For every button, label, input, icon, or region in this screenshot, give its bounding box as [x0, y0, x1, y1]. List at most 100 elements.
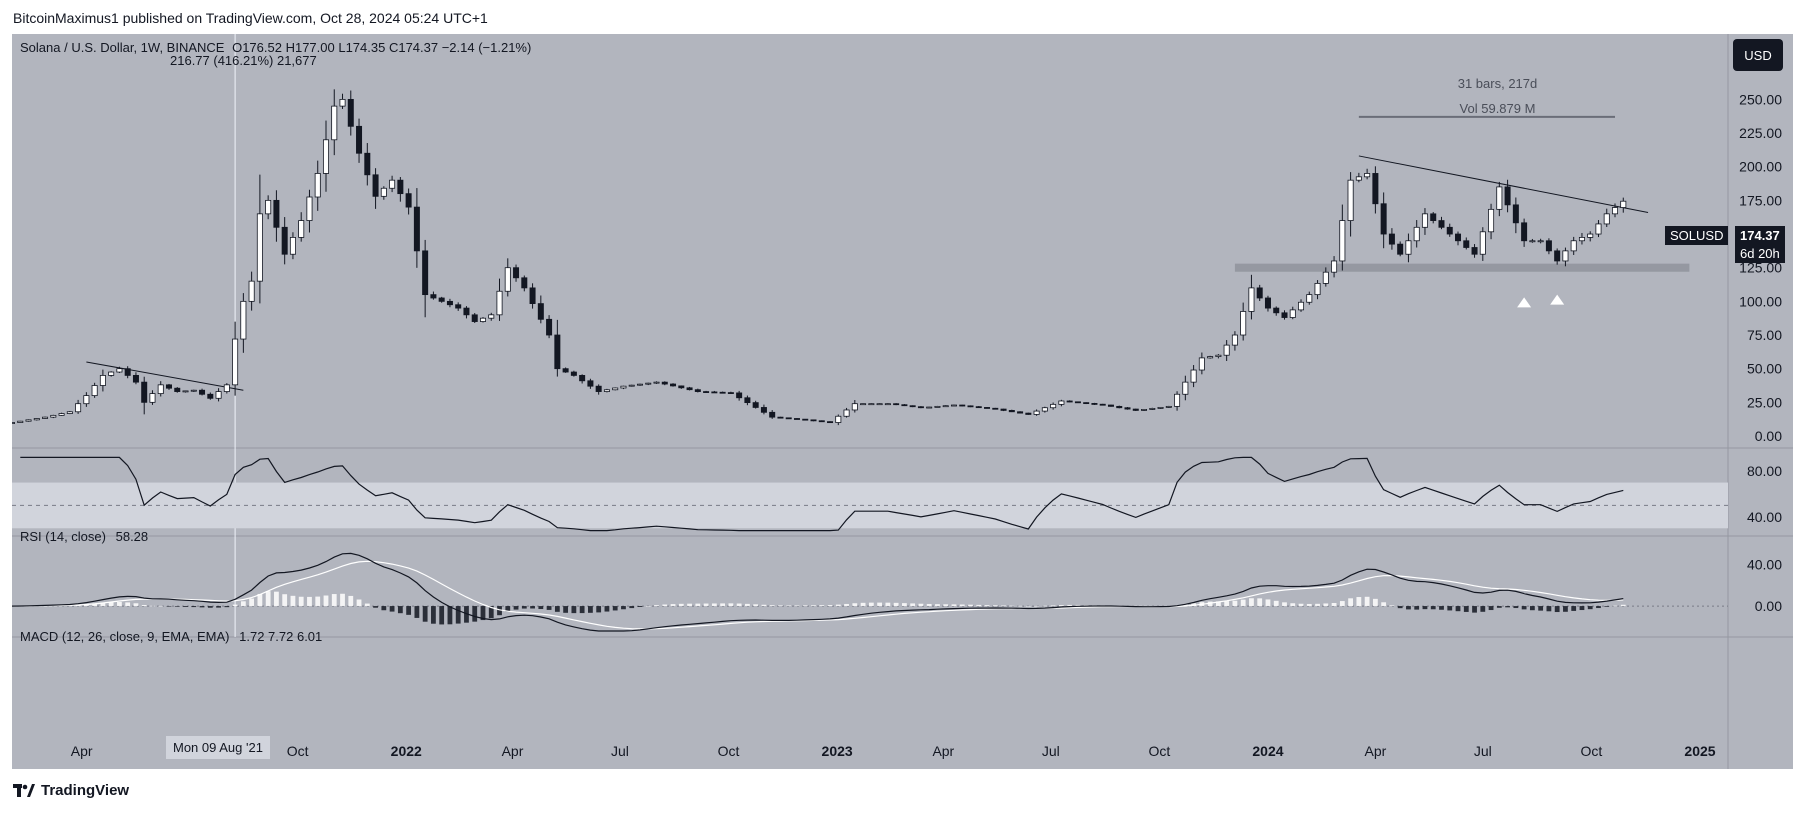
- candle-down: [752, 402, 759, 408]
- candle-down: [1380, 203, 1387, 235]
- macd-histogram-bar: [1009, 605, 1015, 607]
- candle-down: [1545, 240, 1552, 252]
- candle-up: [942, 405, 949, 408]
- macd-histogram-bar: [637, 606, 643, 607]
- candle-up: [108, 371, 115, 376]
- macd-histogram-bar: [199, 606, 205, 608]
- candle-down: [810, 419, 817, 422]
- macd-histogram-bar: [753, 604, 759, 607]
- macd-title[interactable]: MACD (12, 26, close, 9, EMA, EMA): [20, 629, 230, 644]
- candle-up: [653, 381, 660, 384]
- candle-up: [314, 173, 321, 198]
- macd-histogram-bar: [1067, 604, 1073, 607]
- rsi-tick-label: 40.00: [1747, 509, 1782, 525]
- candle-up: [190, 389, 197, 392]
- candle-up: [83, 395, 90, 405]
- macd-legend[interactable]: MACD (12, 26, close, 9, EMA, EMA) 1.72 7…: [20, 629, 322, 644]
- macd-histogram-bar: [703, 603, 709, 607]
- candle-up: [1215, 354, 1222, 357]
- macd-histogram-bar: [480, 606, 486, 621]
- candle-down: [1554, 250, 1561, 262]
- macd-histogram-bar: [1364, 596, 1370, 607]
- candle-down: [736, 392, 743, 399]
- candle-up: [331, 105, 338, 141]
- price-axis[interactable]: 275.00250.00225.00200.00175.00150.00125.…: [1739, 58, 1782, 614]
- candle-down: [1132, 408, 1139, 411]
- macd-histogram-bar: [1546, 606, 1552, 612]
- macd-histogram-bar: [877, 602, 883, 607]
- macd-histogram-bar: [340, 593, 345, 607]
- candle-up: [884, 403, 891, 406]
- macd-histogram-bar: [1356, 597, 1362, 607]
- candle-up: [157, 384, 164, 394]
- candle-up: [1570, 240, 1577, 252]
- macd-histogram-bar: [1348, 598, 1353, 607]
- price-tick-label: 125.00: [1739, 260, 1782, 276]
- candle-up: [1322, 271, 1329, 284]
- chart-area[interactable]: 275.00250.00225.00200.00175.00150.00125.…: [9, 34, 1793, 769]
- currency-button[interactable]: USD: [1733, 39, 1783, 71]
- candle-up: [1347, 179, 1354, 221]
- price-tick-label: 250.00: [1739, 91, 1782, 107]
- macd-histogram-bar: [290, 595, 296, 607]
- candle-up: [934, 405, 941, 408]
- time-axis[interactable]: Apr Oct 2022 Apr Jul Oct 2023 Apr Jul Oct 2024 Apr J…: [71, 743, 1716, 759]
- macd-histogram-bar: [1406, 606, 1411, 610]
- candle-up: [636, 383, 643, 386]
- macd-histogram-bar: [1571, 606, 1577, 611]
- candle-down: [1124, 407, 1131, 410]
- macd-histogram-bar: [1075, 604, 1081, 607]
- macd-histogram-bar: [745, 603, 750, 607]
- macd-histogram-bar: [323, 595, 329, 607]
- candle-down: [917, 406, 924, 409]
- footer-brand[interactable]: TradingView: [13, 782, 129, 799]
- macd-histogram-bar: [1191, 603, 1196, 607]
- candle-down: [141, 381, 148, 403]
- macd-histogram-bar: [1612, 605, 1618, 607]
- candle-down: [1455, 233, 1462, 242]
- rsi-value: 58.28: [115, 529, 149, 544]
- macd-histogram-bar: [1521, 606, 1527, 610]
- macd-histogram-bar: [108, 602, 114, 607]
- macd-histogram-bar: [1563, 606, 1568, 612]
- candle-down: [959, 404, 966, 407]
- macd-histogram-bar: [711, 603, 717, 607]
- candle-down: [1512, 204, 1519, 224]
- rsi-legend[interactable]: RSI (14, close) 58.28: [20, 529, 148, 544]
- candle-up: [1314, 283, 1321, 296]
- macd-histogram-bar: [282, 594, 288, 607]
- candle-down: [595, 385, 602, 392]
- macd-histogram-bar: [133, 603, 139, 607]
- candle-down: [1446, 226, 1453, 235]
- macd-histogram-bar: [1232, 600, 1238, 607]
- macd-histogram-bar: [571, 606, 577, 614]
- macd-histogram-bar: [1306, 603, 1312, 607]
- measure-bars-label: 31 bars, 217d: [1457, 76, 1538, 91]
- symbol-title[interactable]: Solana / U.S. Dollar, 1W, BINANCE: [20, 40, 225, 55]
- candle-down: [397, 179, 404, 195]
- candle-down: [165, 384, 172, 389]
- price-tick-label: 50.00: [1747, 361, 1782, 377]
- rsi-title[interactable]: RSI (14, close): [20, 529, 106, 544]
- candle-down: [124, 368, 131, 376]
- candle-down: [777, 416, 784, 419]
- candle-down: [975, 406, 982, 409]
- candle-down: [1471, 247, 1478, 255]
- candle-up: [479, 317, 486, 322]
- symbol-info[interactable]: Solana / U.S. Dollar, 1W, BINANCE O176.5…: [20, 40, 531, 55]
- macd-histogram-bar: [216, 606, 221, 608]
- candle-up: [645, 382, 652, 385]
- chart-svg[interactable]: 275.00250.00225.00200.00175.00150.00125.…: [9, 34, 1793, 769]
- candle-down: [587, 380, 594, 387]
- candle-down: [471, 314, 478, 322]
- macd-histogram-bar: [736, 603, 742, 607]
- macd-histogram-bar: [389, 606, 395, 612]
- macd-histogram-bar: [670, 604, 676, 607]
- candle-down: [1463, 240, 1470, 248]
- candle-down: [1025, 412, 1032, 415]
- candle-up: [620, 385, 627, 389]
- macd-histogram-bar: [1273, 600, 1279, 607]
- candle-up: [1298, 301, 1305, 311]
- candle-down: [455, 304, 462, 309]
- candle-down: [670, 383, 677, 387]
